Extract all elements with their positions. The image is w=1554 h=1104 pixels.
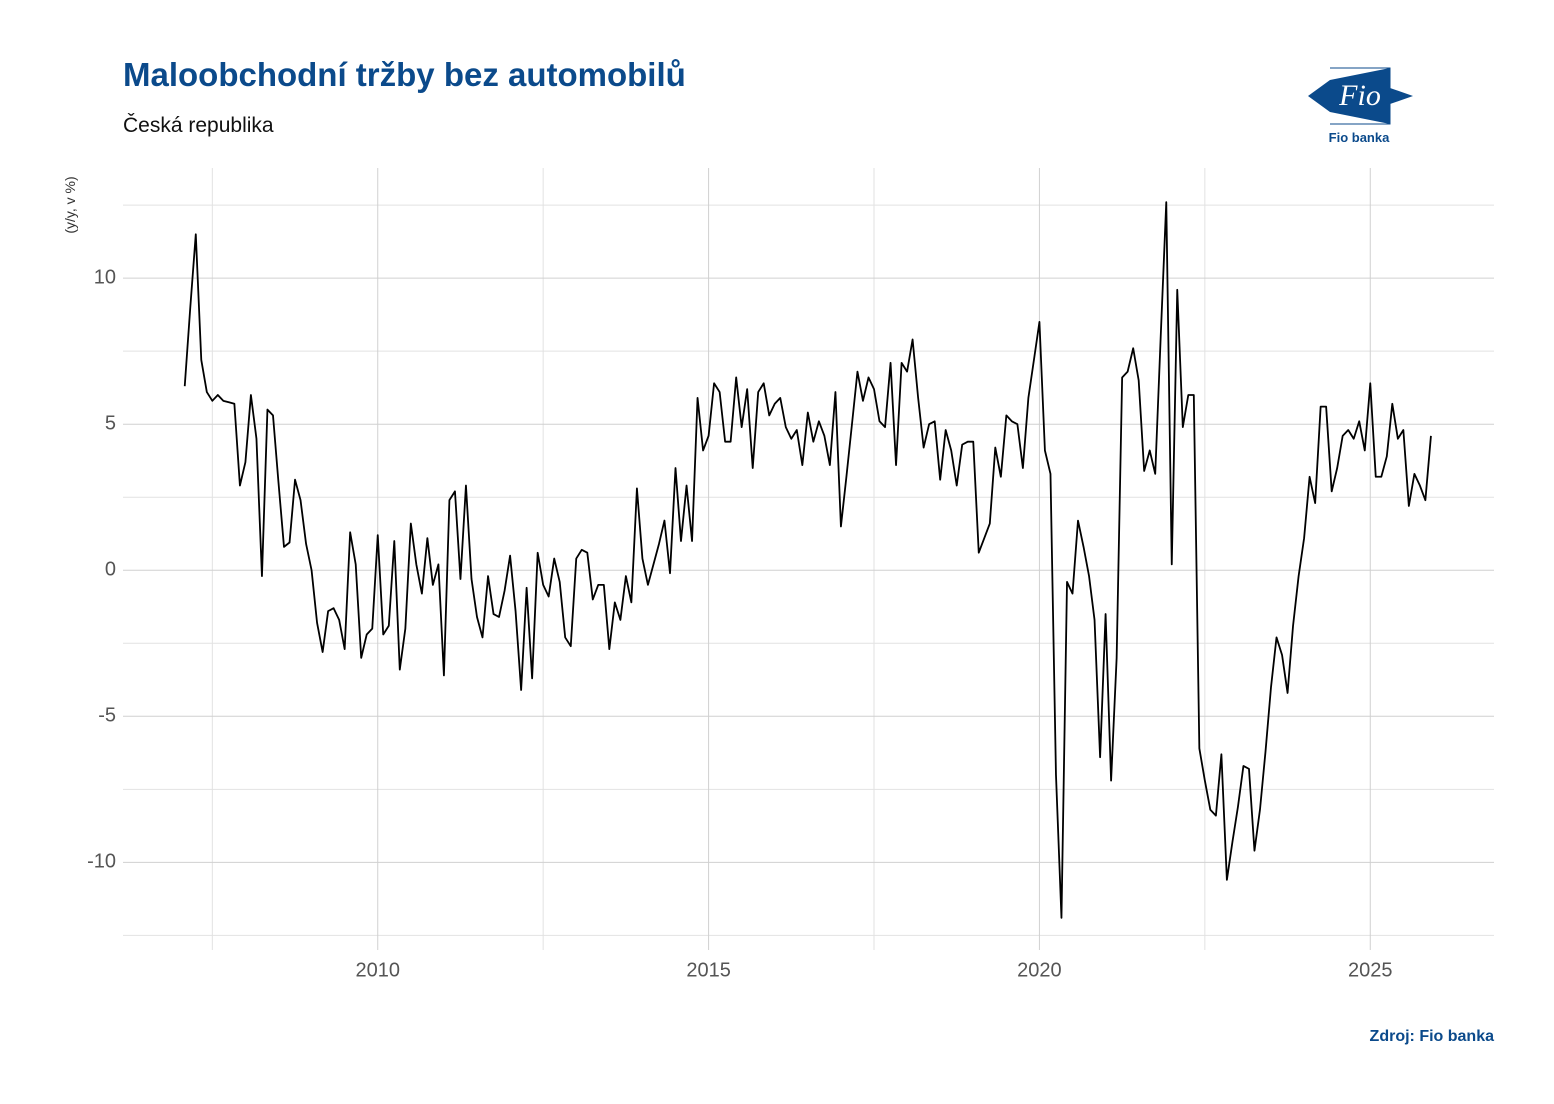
- y-axis-label: (y/y, v %): [62, 176, 78, 233]
- source: Zdroj: Fio banka: [1370, 1028, 1495, 1045]
- x-tick-label: 2020: [1017, 959, 1062, 981]
- logo: Fio Fio banka: [1308, 67, 1413, 145]
- y-tick-label: 0: [105, 559, 116, 581]
- data-line: [183, 201, 1432, 919]
- logo-text: Fio: [1338, 79, 1381, 112]
- chart-subtitle: Česká republika: [123, 114, 274, 137]
- x-tick-label: 2025: [1348, 959, 1393, 981]
- logo-shape: [1308, 68, 1413, 124]
- y-tick-label: 5: [105, 412, 116, 434]
- y-tick-label: -5: [98, 705, 116, 727]
- y-tick-label: 10: [94, 266, 116, 288]
- x-tick-label: 2015: [686, 959, 731, 981]
- chart-title: Maloobchodní tržby bez automobilů: [123, 56, 686, 93]
- x-tick-label: 2010: [355, 959, 400, 981]
- y-tick-label: -10: [87, 851, 116, 873]
- logo-caption: Fio banka: [1329, 130, 1390, 145]
